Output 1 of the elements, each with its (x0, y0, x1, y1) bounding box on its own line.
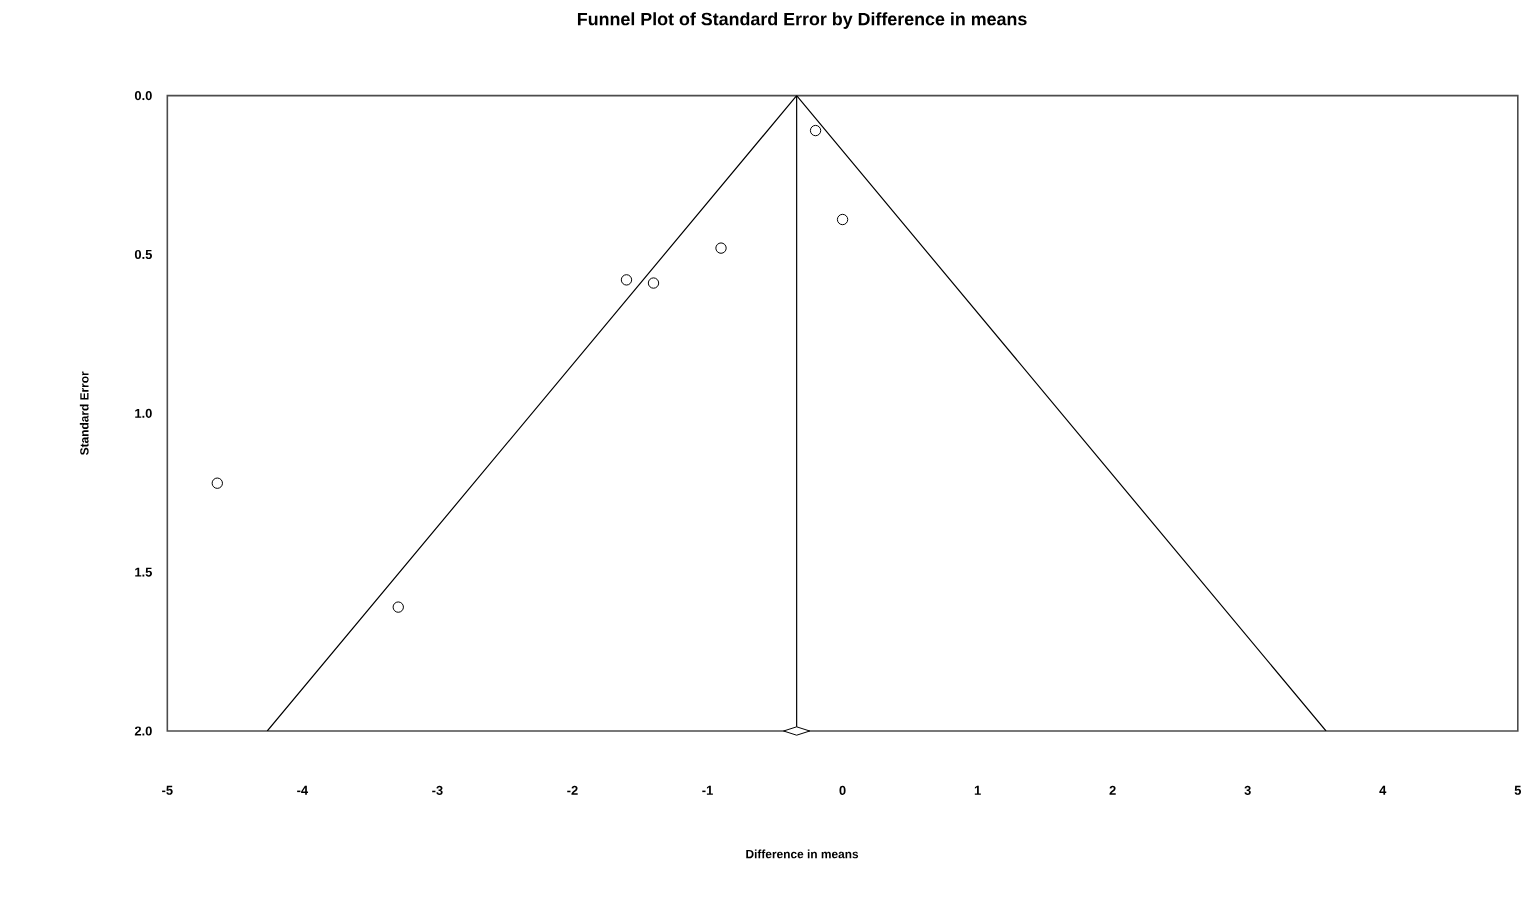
chart-title: Funnel Plot of Standard Error by Difference in means (577, 12, 1027, 29)
